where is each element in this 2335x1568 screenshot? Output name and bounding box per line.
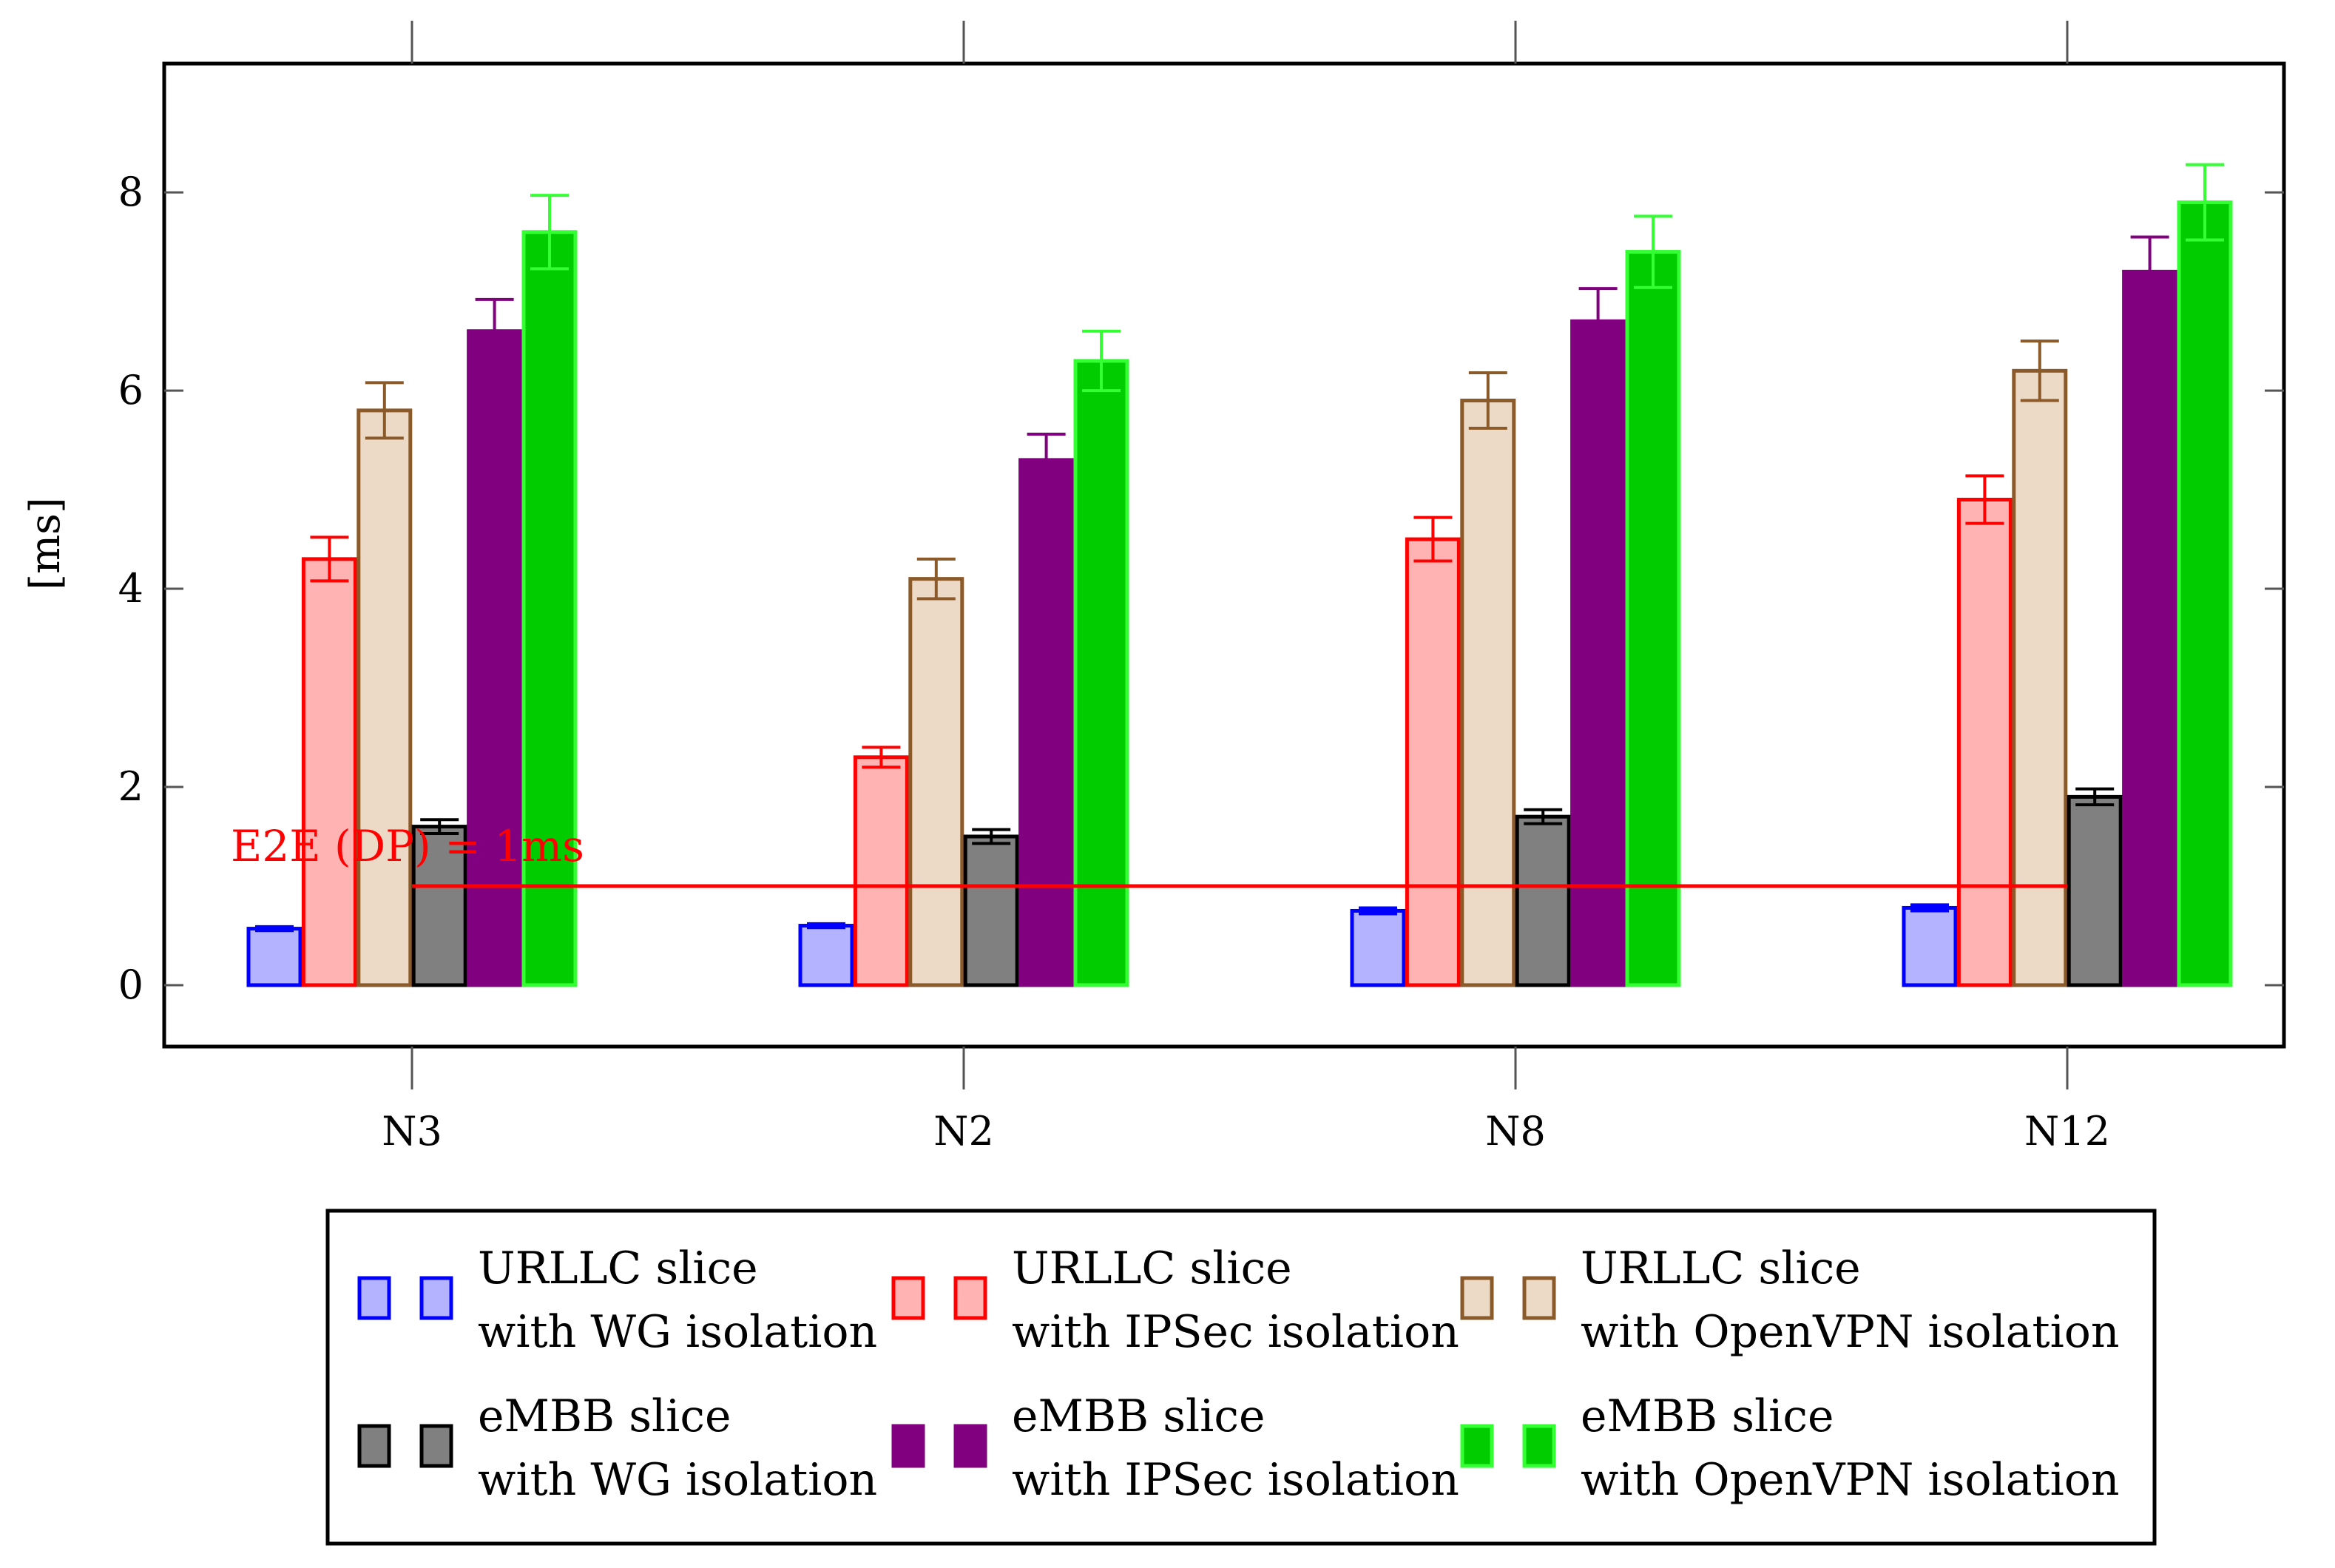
plot-border (162, 61, 2286, 1049)
bar (1350, 908, 1406, 987)
bar (2177, 200, 2233, 987)
bar (1902, 905, 1958, 987)
legend-box (325, 1209, 2157, 1546)
bar (798, 924, 854, 987)
bar (356, 408, 413, 987)
legend-swatch (1460, 1424, 1494, 1468)
legend-entry: eMBB slice with OpenVPN isolation (1460, 1390, 2120, 1506)
legend-swatch (953, 1424, 987, 1468)
legend: URLLC slice with WG isolation URLLC slice w… (325, 1209, 2157, 1546)
axis-ticks: 0 2 4 6 8 N3 N2 N8 N12 (118, 21, 2284, 1155)
x-tick-label: N8 (1485, 1108, 1546, 1155)
y-axis-label: [ms] (21, 497, 70, 590)
bar (2067, 794, 2123, 987)
bar (853, 755, 909, 987)
bar (963, 834, 1019, 987)
legend-swatch (419, 1424, 453, 1468)
y-tick-label: 4 (118, 565, 143, 612)
legend-label-line: with IPSec isolation (1012, 1306, 1459, 1358)
legend-label-line: with OpenVPN isolation (1581, 1454, 2120, 1506)
bar (301, 557, 357, 987)
legend-label-line: with IPSec isolation (1012, 1454, 1459, 1506)
bar (2012, 368, 2068, 987)
legend-swatch (891, 1424, 925, 1468)
bar (1515, 814, 1571, 987)
legend-label: eMBB slice with IPSec isolation (1012, 1390, 1459, 1506)
legend-label-line: URLLC slice (1581, 1243, 1861, 1294)
errorbars-layer (255, 163, 2224, 933)
legend-label-line: with WG isolation (478, 1306, 877, 1358)
legend-entry: URLLC slice with OpenVPN isolation (1460, 1243, 2120, 1358)
bar (1018, 458, 1075, 987)
legend-label-line: URLLC slice (478, 1243, 758, 1294)
x-tick-label: N3 (382, 1108, 442, 1155)
legend-swatch (357, 1424, 391, 1468)
reference-line-group: E2E (DP) = 1ms (231, 821, 2067, 888)
legend-label: URLLC slice with OpenVPN isolation (1581, 1243, 2120, 1358)
bar (1956, 497, 2013, 987)
legend-swatch (1460, 1276, 1494, 1320)
legend-swatch (357, 1276, 391, 1320)
y-tick-label: 6 (118, 367, 143, 413)
bar (1570, 319, 1626, 987)
y-tick-label: 8 (118, 169, 143, 215)
bars-layer (246, 200, 2233, 987)
legend-swatch (419, 1276, 453, 1320)
legend-label: eMBB slice with WG isolation (478, 1390, 877, 1506)
y-tick-label: 0 (118, 962, 143, 1008)
plot-frame (162, 61, 2286, 1049)
bar (246, 927, 303, 987)
legend-swatch (1522, 1276, 1556, 1320)
legend-swatch (891, 1276, 925, 1320)
legend-entry: URLLC slice with WG isolation (357, 1243, 877, 1358)
bar (1405, 537, 1461, 987)
legend-swatch (953, 1276, 987, 1320)
legend-label-line: with OpenVPN isolation (1581, 1306, 2120, 1358)
legend-swatch (1522, 1424, 1556, 1468)
legend-label: URLLC slice with IPSec isolation (1012, 1243, 1459, 1358)
legend-label-line: with WG isolation (478, 1454, 877, 1506)
legend-entry: eMBB slice with IPSec isolation (891, 1390, 1459, 1506)
legend-label: URLLC slice with WG isolation (478, 1243, 877, 1358)
bar (1460, 399, 1516, 987)
bar (521, 230, 578, 987)
bar (908, 577, 964, 987)
legend-label-line: eMBB slice (478, 1390, 731, 1442)
x-tick-label: N12 (2024, 1108, 2110, 1155)
legend-entry: eMBB slice with WG isolation (357, 1390, 877, 1506)
legend-label-line: eMBB slice (1012, 1390, 1265, 1442)
bar (2122, 269, 2178, 987)
x-tick-label: N2 (933, 1108, 994, 1155)
reference-line-label: E2E (DP) = 1ms (231, 821, 584, 871)
legend-label-line: URLLC slice (1012, 1243, 1292, 1294)
legend-entry: URLLC slice with IPSec isolation (891, 1243, 1459, 1358)
y-tick-label: 2 (118, 763, 143, 810)
bar (1625, 250, 1681, 987)
legend-label-line: eMBB slice (1581, 1390, 1834, 1442)
legend-label: eMBB slice with OpenVPN isolation (1581, 1390, 2120, 1506)
bar (1073, 359, 1129, 987)
